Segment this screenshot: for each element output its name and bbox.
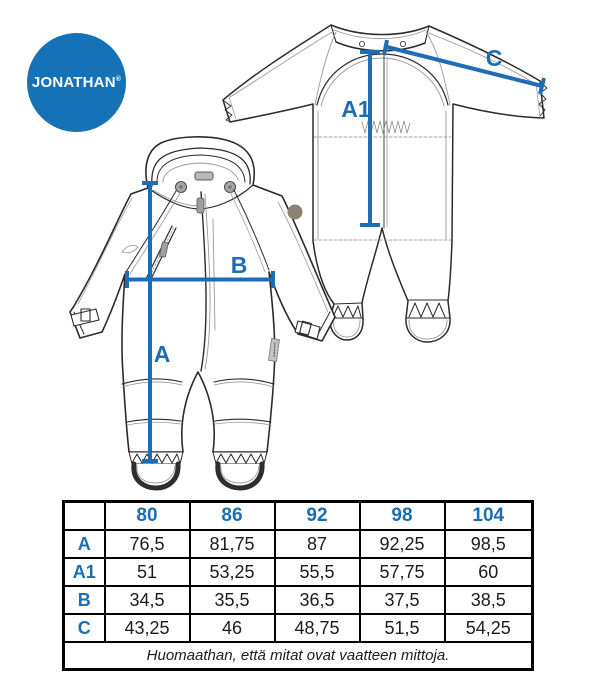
side-label-tag [268,338,280,362]
cell-b-104: 38,5 [443,585,534,615]
back-foot-right [405,299,451,340]
table-row-b: B 34,5 35,5 36,5 37,5 38,5 [62,585,534,615]
corner-cell [62,500,106,531]
size-column-80: 80 [103,500,191,531]
cell-c-80: 43,25 [103,613,191,643]
cell-a1-80: 51 [103,557,191,587]
measurement-a1 [360,50,380,227]
measure-label-a1: A1 [341,96,371,122]
measurement-a [142,181,158,463]
measure-label-b: B [231,252,248,278]
chest-pocket-zipper [145,225,177,282]
cell-a1-86: 53,25 [188,557,276,587]
size-column-98: 98 [358,500,446,531]
cell-b-98: 37,5 [358,585,446,615]
back-foot-left [329,302,364,338]
cell-c-92: 48,75 [273,613,361,643]
back-silhouette [222,24,545,343]
cell-c-104: 54,25 [443,613,534,643]
front-zipper [196,191,216,372]
cell-a-86: 81,75 [188,529,276,559]
cell-a1-104: 60 [443,557,534,587]
cell-b-80: 34,5 [103,585,191,615]
back-cuff-right [535,82,548,118]
registered-mark: ® [115,76,122,83]
front-silhouette [69,136,336,453]
knee-seams [121,378,275,426]
row-label-a: A [62,529,106,559]
brand-logo-text: JONATHAN® [31,74,122,91]
measure-label-c: C [486,45,503,71]
cell-b-86: 35,5 [188,585,276,615]
cell-b-92: 36,5 [273,585,361,615]
bootie-left [131,461,181,491]
size-table-header-row: 80 86 92 98 104 [62,500,534,531]
sleeve-reflector-dot [287,204,303,220]
collar-snap-right [399,40,407,48]
cell-a-80: 76,5 [103,529,191,559]
measure-label-a: A [154,341,171,367]
back-yoke-seam [316,53,449,106]
table-footnote-row: Huomaathan, että mitat ovat vaatteen mit… [62,641,534,671]
table-row-c: C 43,25 46 48,75 51,5 54,25 [62,613,534,643]
row-label-c: C [62,613,106,643]
cell-a1-92: 55,5 [273,557,361,587]
size-column-104: 104 [443,500,534,531]
zipper-pull [196,197,205,214]
cell-a1-98: 57,75 [358,557,446,587]
row-label-a1: A1 [62,557,106,587]
row-label-b: B [62,585,106,615]
pocket-zipper-pull [159,241,169,258]
size-column-92: 92 [273,500,361,531]
measurement-c [382,39,546,95]
brand-logo: JONATHAN® [27,33,126,132]
measurement-b [125,271,275,288]
table-footnote: Huomaathan, että mitat ovat vaatteen mit… [62,641,534,671]
overall-front-view: A B [69,136,336,491]
collar-snap-left [358,40,366,48]
cell-a-98: 92,25 [358,529,446,559]
cell-a-92: 87 [273,529,361,559]
bootie-right [215,461,265,491]
cuff-strap-left [70,308,100,335]
front-hood [147,147,254,210]
cuff-strap-right [294,311,331,340]
cell-c-98: 51,5 [358,613,446,643]
table-row-a1: A1 51 53,25 55,5 57,75 60 [62,557,534,587]
size-table: 80 86 92 98 104 A 76,5 81,75 87 92,25 98… [62,500,534,671]
table-row-a: A 76,5 81,75 87 92,25 98,5 [62,529,534,559]
cell-a-104: 98,5 [443,529,534,559]
back-cuff-left [223,96,237,123]
foot-band-right [212,451,268,465]
cell-c-86: 46 [188,613,276,643]
chin-guard [194,171,214,181]
back-collar [330,24,430,52]
size-column-86: 86 [188,500,276,531]
overall-back-view: A1 C [222,24,548,343]
